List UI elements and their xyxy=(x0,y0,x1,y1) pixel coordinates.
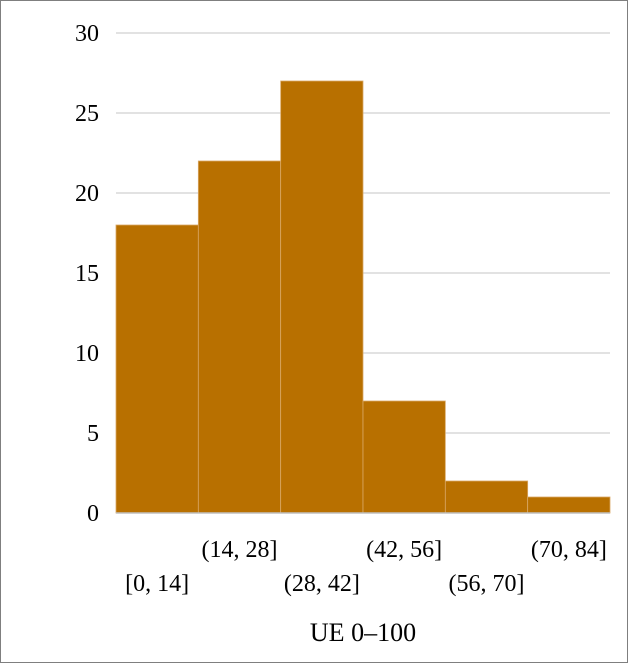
histogram-bar xyxy=(362,400,446,514)
bars xyxy=(115,80,611,514)
y-tick-label: 10 xyxy=(75,341,99,367)
y-tick-label: 0 xyxy=(87,501,99,527)
y-tick-label: 30 xyxy=(75,21,99,47)
histogram-bar xyxy=(527,496,611,514)
histogram-bar xyxy=(444,480,529,514)
y-tick-label: 5 xyxy=(87,421,99,447)
histogram-bar xyxy=(197,160,282,514)
x-category-label: (42, 56] xyxy=(366,537,442,563)
y-tick-label: 20 xyxy=(75,181,99,207)
x-axis-title: UE 0–100 xyxy=(310,618,416,647)
x-category-label: (56, 70] xyxy=(449,571,525,597)
y-tick-label: 25 xyxy=(75,101,99,127)
histogram-bar xyxy=(280,80,364,514)
x-axis-category-labels: [0, 14] (14, 28](28, 42](42, 56] (56, 70](… xyxy=(125,537,607,597)
x-category-label: (14, 28] xyxy=(202,537,278,563)
x-category-label: (70, 84] xyxy=(531,537,607,563)
y-axis-ticks: 0 5 10 15 20 25 30 xyxy=(75,21,99,527)
histogram-bar xyxy=(115,224,199,514)
x-category-label: (28, 42] xyxy=(284,571,360,597)
y-tick-label: 15 xyxy=(75,261,99,287)
x-category-label: [0, 14] xyxy=(125,571,189,597)
